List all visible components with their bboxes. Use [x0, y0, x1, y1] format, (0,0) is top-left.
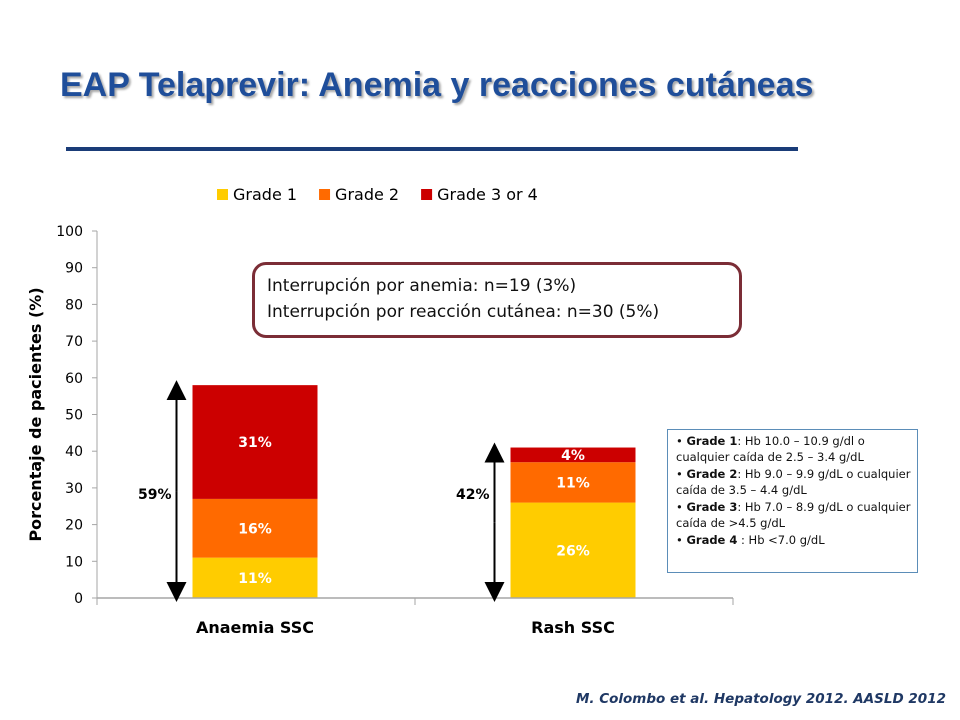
- y-tick-label: 50: [65, 408, 83, 424]
- data-label: 4%: [561, 448, 585, 464]
- grade-definition: • Grade 3: Hb 7.0 – 8.9 g/dL o cualquier…: [676, 500, 911, 530]
- y-tick-label: 80: [65, 297, 83, 313]
- slide-title: EAP Telaprevir: Anemia y reacciones cutá…: [60, 66, 814, 104]
- y-tick-label: 10: [65, 554, 83, 570]
- grade-definition: • Grade 1: Hb 10.0 – 10.9 g/dl o cualqui…: [676, 434, 865, 464]
- y-tick-label: 0: [74, 591, 83, 607]
- y-tick-label: 20: [65, 518, 83, 534]
- bar-segment: [510, 502, 636, 598]
- total-label: 59%: [138, 487, 172, 503]
- data-label: 11%: [238, 571, 272, 587]
- legend-swatch: [217, 189, 228, 200]
- data-label: 16%: [238, 521, 272, 537]
- legend-label: Grade 1: [233, 185, 297, 204]
- y-tick-label: 70: [65, 334, 83, 350]
- y-tick-label: 90: [65, 261, 83, 277]
- legend-swatch: [319, 189, 331, 200]
- title-underline: [66, 147, 798, 151]
- bar-segment: [192, 385, 318, 499]
- citation: M. Colombo et al. Hepatology 2012. AASLD…: [575, 691, 946, 707]
- legend-label: Grade 2: [335, 185, 399, 204]
- x-category-label: Rash SSC: [531, 618, 615, 637]
- total-label: 42%: [456, 487, 490, 503]
- bar-segment: [192, 557, 318, 598]
- y-tick-label: 100: [56, 224, 83, 240]
- data-label: 26%: [556, 543, 590, 559]
- y-axis-label: Porcentaje de pacientes (%): [26, 287, 45, 541]
- x-category-label: Anaemia SSC: [196, 618, 314, 637]
- data-label: 11%: [556, 475, 590, 491]
- y-tick-label: 40: [65, 444, 83, 460]
- y-tick-label: 30: [65, 481, 83, 497]
- grade-definition: • Grade 2: Hb 9.0 – 9.9 g/dL o cualquier…: [676, 467, 911, 497]
- callout-anemia-line: Interrupción por anemia: n=19 (3%): [267, 276, 577, 296]
- grade-definition: • Grade 4 : Hb <7.0 g/dL: [676, 533, 825, 547]
- callout-rash-line: Interrupción por reacción cutánea: n=30 …: [267, 302, 660, 322]
- legend-label: Grade 3 or 4: [437, 185, 538, 204]
- bar-segment: [510, 447, 636, 463]
- bar-segment: [510, 462, 636, 503]
- y-tick-label: 60: [65, 371, 83, 387]
- legend-swatch: [421, 189, 433, 200]
- grade-definitions-box: • Grade 1: Hb 10.0 – 10.9 g/dl o cualqui…: [667, 429, 918, 573]
- bar-segment: [192, 498, 318, 558]
- data-label: 31%: [238, 435, 272, 451]
- interruption-callout: Interrupción por anemia: n=19 (3%) Inter…: [252, 262, 742, 338]
